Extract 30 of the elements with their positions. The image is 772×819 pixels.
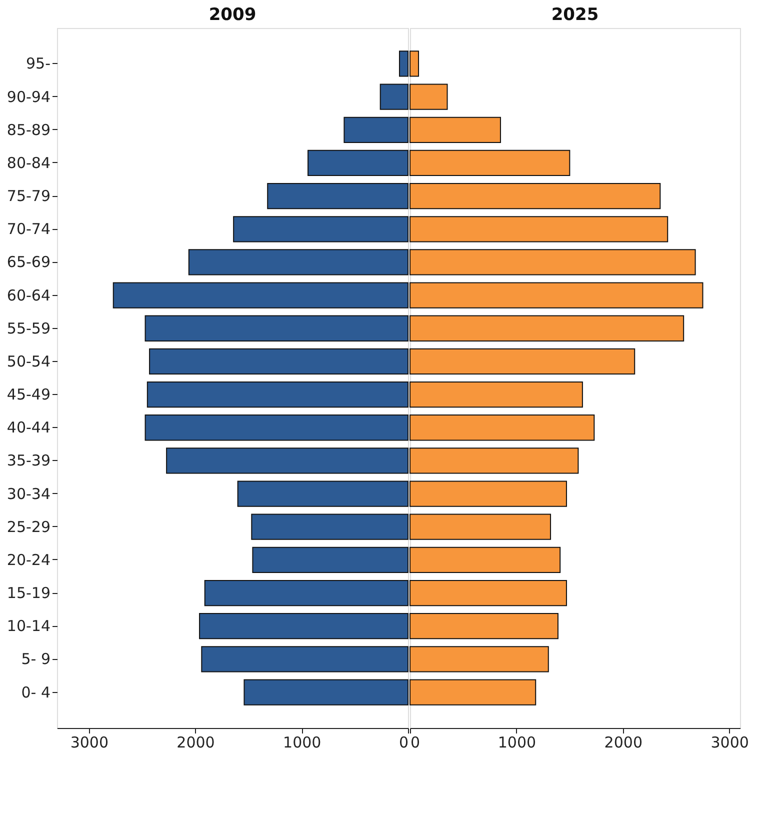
x-tick-label: 3000 <box>70 734 109 752</box>
y-tick-label: 95- <box>26 54 50 73</box>
x-tick-label: 0 <box>398 734 408 752</box>
y-tick-label: 40-44 <box>6 418 50 437</box>
y-tick-label: 35-39 <box>6 452 50 470</box>
y-tick-label: 80-84 <box>6 154 50 172</box>
y-tick-label: 0- 4 <box>21 683 50 702</box>
x-tick-label: 1000 <box>498 734 536 752</box>
y-tick-label: 90-94 <box>6 88 50 106</box>
y-tick-label: 55-59 <box>6 319 50 338</box>
y-tick-label: 75-79 <box>6 187 50 206</box>
y-tick-label: 30-34 <box>6 484 50 503</box>
y-tick-label: 20-24 <box>6 550 50 569</box>
y-tick-label: 45-49 <box>6 386 50 404</box>
chart-title: 2009 <box>208 5 256 25</box>
y-tick-label: 15-19 <box>6 584 50 602</box>
x-tick-label: 2000 <box>604 734 642 752</box>
x-tick-label: 3000 <box>710 734 749 752</box>
y-tick-label: 5- 9 <box>21 650 50 668</box>
y-tick-label: 65-69 <box>6 253 50 272</box>
y-tick-label: 60-64 <box>6 286 50 304</box>
x-tick-label: 0 <box>410 734 420 752</box>
y-tick-label: 70-74 <box>6 220 50 238</box>
chart-title: 2025 <box>551 5 599 25</box>
x-tick-label: 2000 <box>176 734 215 752</box>
y-tick-label: 85-89 <box>6 120 50 139</box>
x-tick-label: 1000 <box>283 734 322 752</box>
y-tick-label: 25-29 <box>6 518 50 536</box>
y-tick-label: 50-54 <box>6 352 50 370</box>
y-tick-label: 10-14 <box>6 617 50 636</box>
